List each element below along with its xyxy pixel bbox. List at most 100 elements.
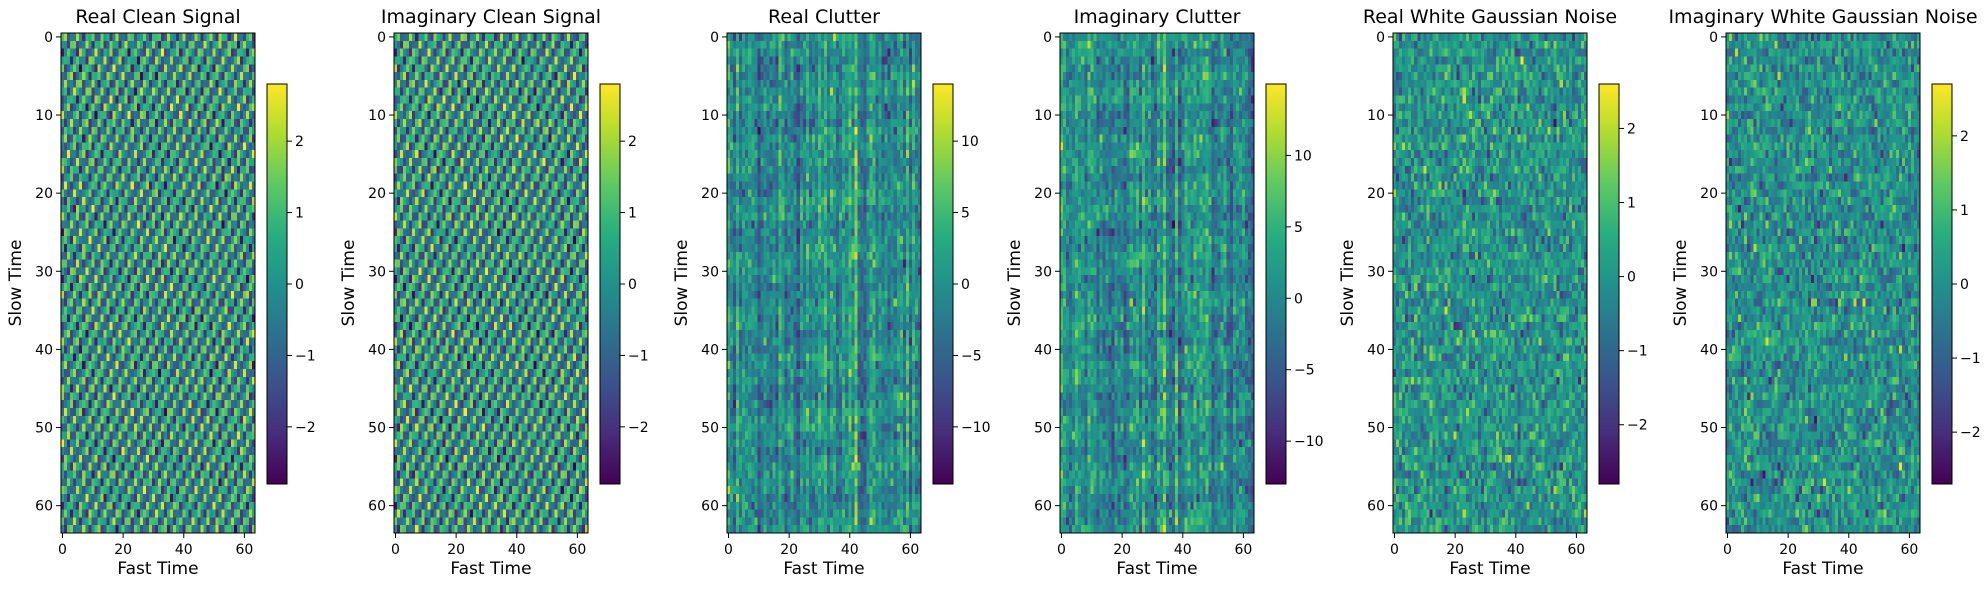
heatmap-cell — [113, 213, 116, 221]
heatmap-cell — [94, 369, 97, 377]
heatmap-cell — [173, 291, 176, 299]
heatmap-cell — [506, 103, 509, 111]
heatmap-cell — [64, 96, 67, 104]
heatmap-cell — [88, 197, 91, 205]
heatmap-cell — [394, 96, 397, 104]
heatmap-cell — [246, 385, 249, 393]
heatmap-cell — [561, 119, 564, 127]
heatmap-cell — [179, 447, 182, 455]
heatmap-cell — [506, 88, 509, 96]
heatmap-cell — [400, 72, 403, 80]
heatmap-cell — [128, 486, 131, 494]
heatmap-cell — [167, 299, 170, 307]
heatmap-cell — [512, 103, 515, 111]
heatmap-cell — [533, 49, 536, 57]
heatmap-cell — [161, 416, 164, 424]
heatmap-cell — [140, 96, 143, 104]
heatmap-cell — [125, 306, 128, 314]
heatmap-cell — [82, 166, 85, 174]
heatmap-cell — [164, 416, 167, 424]
heatmap-cell — [134, 228, 137, 236]
heatmap-cell — [452, 127, 455, 135]
heatmap-cell — [191, 142, 194, 150]
heatmap-cell — [61, 103, 64, 111]
heatmap-cell — [467, 80, 470, 88]
heatmap-cell — [512, 64, 515, 72]
heatmap-cell — [497, 127, 500, 135]
heatmap-cell — [197, 275, 200, 283]
heatmap-cell — [237, 525, 240, 533]
colorbar-tick-label: −2 — [295, 420, 316, 436]
heatmap-cell — [173, 88, 176, 96]
heatmap-cell — [161, 463, 164, 471]
heatmap-cell — [219, 377, 222, 385]
heatmap-cell — [149, 306, 152, 314]
heatmap-cell — [210, 447, 213, 455]
heatmap-cell — [222, 502, 225, 510]
heatmap-cell — [207, 103, 210, 111]
heatmap-cell — [234, 142, 237, 150]
heatmap-cell — [97, 174, 100, 182]
heatmap-cell — [394, 49, 397, 57]
heatmap-cell — [128, 80, 131, 88]
heatmap-cell — [155, 103, 158, 111]
heatmap-cell — [415, 64, 418, 72]
heatmap-cell — [421, 41, 424, 49]
heatmap-cell — [103, 377, 106, 385]
heatmap-cell — [191, 275, 194, 283]
heatmap-cell — [103, 244, 106, 252]
heatmap-cell — [149, 517, 152, 525]
heatmap-cell — [179, 502, 182, 510]
heatmap-cell — [240, 486, 243, 494]
heatmap-cell — [234, 416, 237, 424]
heatmap-cell — [216, 135, 219, 143]
heatmap-cell — [155, 314, 158, 322]
heatmap-cell — [91, 96, 94, 104]
heatmap-cell — [582, 49, 585, 57]
heatmap-cell — [231, 181, 234, 189]
heatmap-cell — [203, 447, 206, 455]
heatmap-cell — [536, 64, 539, 72]
heatmap-cell — [439, 103, 442, 111]
heatmap-cell — [119, 299, 122, 307]
heatmap-cell — [197, 439, 200, 447]
heatmap-cell — [494, 88, 497, 96]
heatmap-cell — [110, 275, 113, 283]
heatmap-cell — [64, 439, 67, 447]
heatmap-cell — [482, 56, 485, 64]
heatmap-cell — [176, 88, 179, 96]
heatmap-cell — [67, 135, 70, 143]
heatmap-cell — [79, 369, 82, 377]
heatmap-cell — [82, 447, 85, 455]
heatmap-cell — [158, 181, 161, 189]
heatmap-cell — [203, 525, 206, 533]
heatmap-cell — [143, 275, 146, 283]
heatmap-cell — [91, 431, 94, 439]
heatmap-cell — [249, 361, 252, 369]
heatmap-cell — [231, 510, 234, 518]
heatmap-cell — [161, 471, 164, 479]
heatmap-cell — [152, 447, 155, 455]
heatmap-cell — [106, 135, 109, 143]
heatmap-cell — [222, 392, 225, 400]
heatmap-cell — [158, 111, 161, 119]
heatmap-cell — [122, 416, 125, 424]
heatmap-cell — [116, 244, 119, 252]
heatmap-cell — [197, 244, 200, 252]
heatmap-cell — [185, 166, 188, 174]
heatmap-cell — [176, 111, 179, 119]
heatmap-cell — [176, 517, 179, 525]
heatmap-cell — [479, 96, 482, 104]
heatmap-cell — [170, 174, 173, 182]
heatmap-cell — [188, 252, 191, 260]
heatmap-cell — [94, 346, 97, 354]
heatmap-cell — [397, 119, 400, 127]
heatmap-cell — [91, 447, 94, 455]
heatmap-cell — [82, 291, 85, 299]
heatmap-cell — [561, 33, 564, 41]
heatmap-cell — [100, 471, 103, 479]
heatmap-cell — [134, 400, 137, 408]
heatmap-cell — [82, 463, 85, 471]
heatmap-cell — [170, 353, 173, 361]
heatmap-cell — [182, 213, 185, 221]
